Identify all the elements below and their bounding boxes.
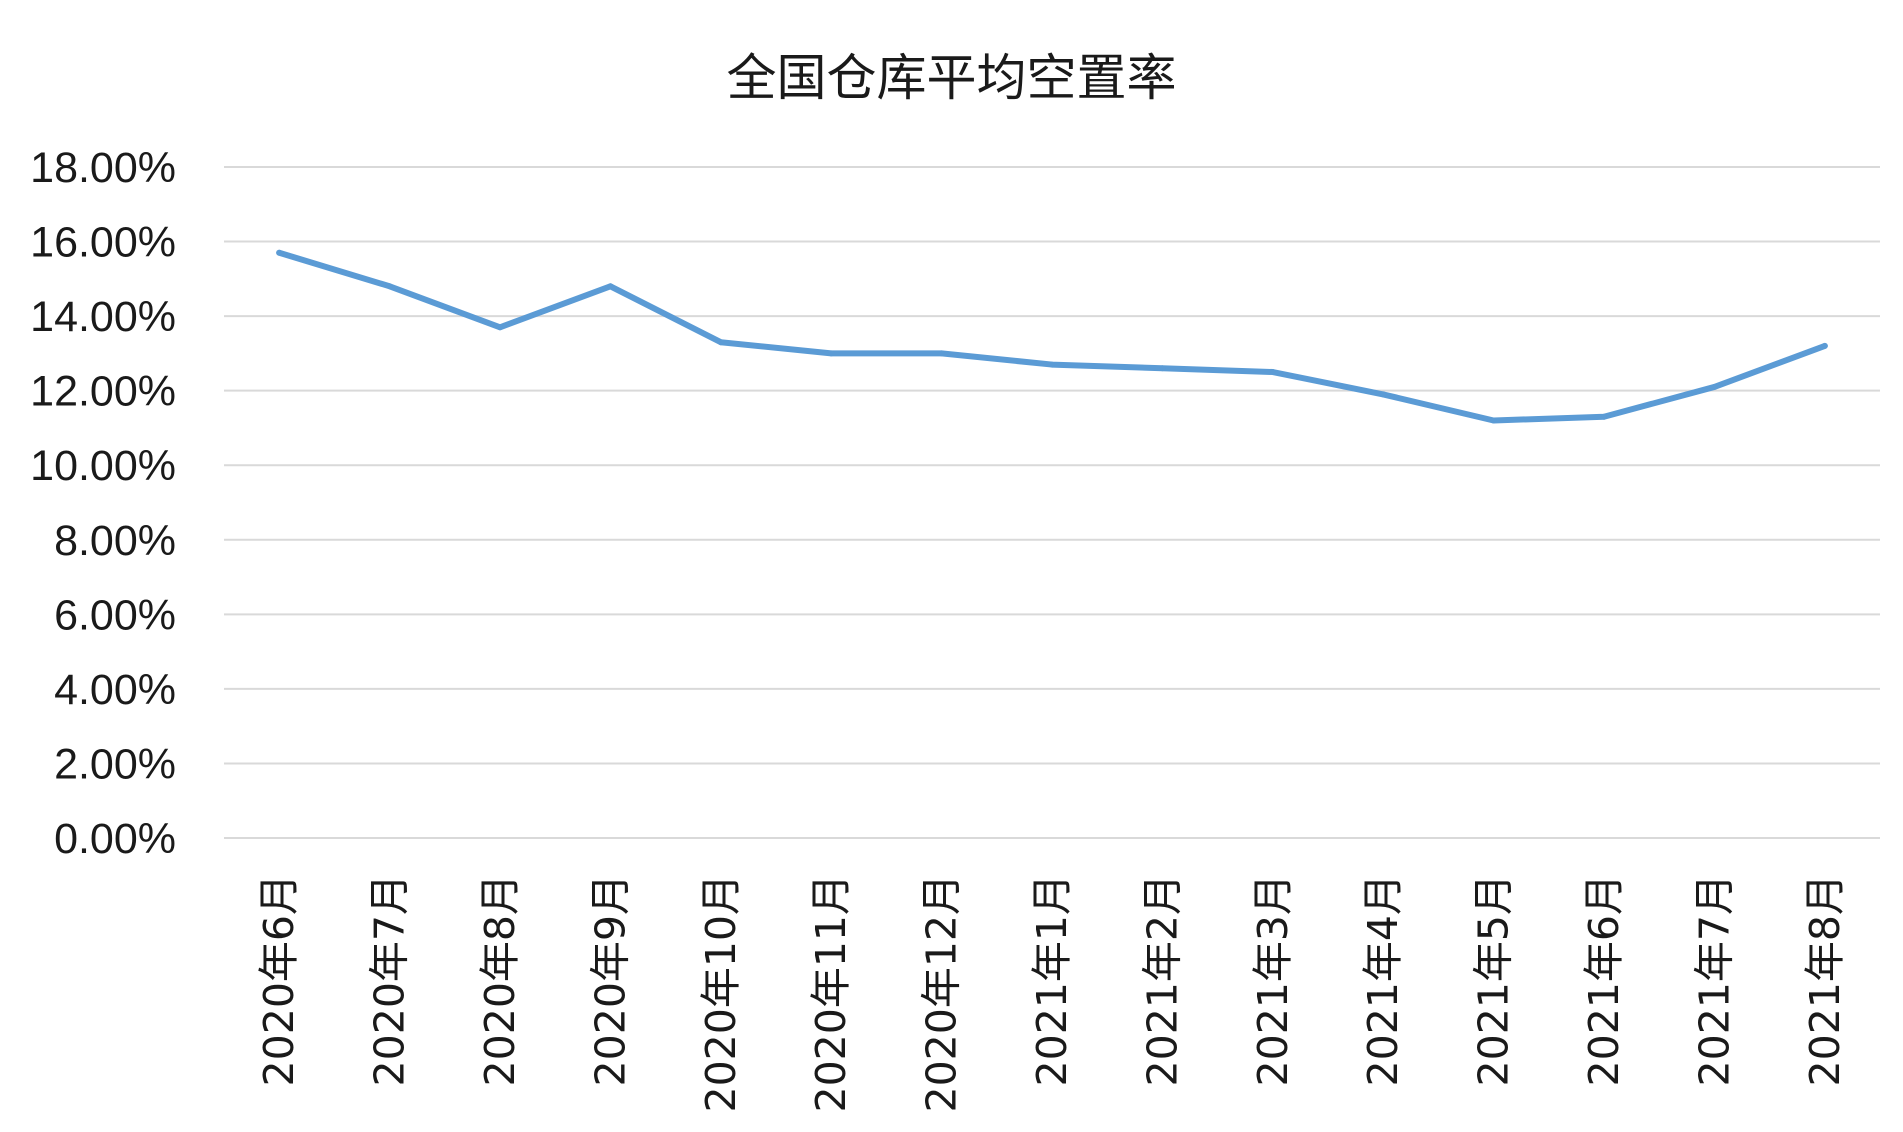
x-tick-label: 2021年5月 [1470,874,1518,1086]
x-tick-label: 2021年8月 [1801,874,1849,1086]
data-point [607,283,614,290]
y-tick-label: 12.00% [30,368,176,416]
x-tick-label: 2020年10月 [697,874,745,1113]
y-tick-label: 10.00% [30,442,176,490]
data-point [1601,413,1607,420]
y-tick-label: 18.00% [30,144,176,192]
series-line [276,249,1828,424]
x-tick-label: 2021年6月 [1580,874,1628,1086]
y-axis-ticks: 0.00% 2.00% 4.00% 6.00% 8.00% 10.00% 12.00% 14.… [30,144,176,863]
x-axis-ticks: 2020年6月 2020年7月 2020年8月 2020年9月 2020年10月 2020… [255,874,1849,1113]
data-point [717,339,724,346]
x-tick-label: 2021年7月 [1690,874,1738,1086]
y-tick-label: 4.00% [54,666,176,714]
x-tick-label: 2020年6月 [255,874,303,1086]
y-tick-label: 0.00% [54,815,176,863]
data-point [497,324,503,331]
x-tick-label: 2021年2月 [1138,874,1186,1086]
x-tick-label: 2020年9月 [586,874,634,1086]
data-point [1159,365,1166,372]
data-point [1711,383,1718,390]
gridlines [224,166,1880,839]
data-point [1049,361,1055,368]
data-point [1490,417,1497,424]
data-point [938,350,945,357]
data-point [1821,342,1828,349]
data-point [828,350,835,357]
data-point [1380,391,1387,398]
chart-title: 全国仓库平均空置率 [726,49,1177,107]
y-tick-label: 2.00% [54,740,176,788]
data-point [386,283,393,290]
y-tick-label: 14.00% [30,293,176,341]
x-tick-label: 2020年7月 [366,874,414,1086]
y-tick-label: 6.00% [54,591,176,639]
data-point [276,249,283,256]
x-tick-label: 2020年8月 [476,874,524,1086]
series-layer [276,249,1828,424]
y-tick-label: 8.00% [54,517,176,565]
x-tick-label: 2021年1月 [1028,874,1076,1086]
data-point [1269,369,1276,376]
x-tick-label: 2021年3月 [1249,874,1297,1086]
x-tick-label: 2020年12月 [918,874,966,1113]
x-tick-label: 2021年4月 [1359,874,1407,1086]
y-tick-label: 16.00% [30,219,176,267]
x-tick-label: 2020年11月 [807,874,855,1113]
